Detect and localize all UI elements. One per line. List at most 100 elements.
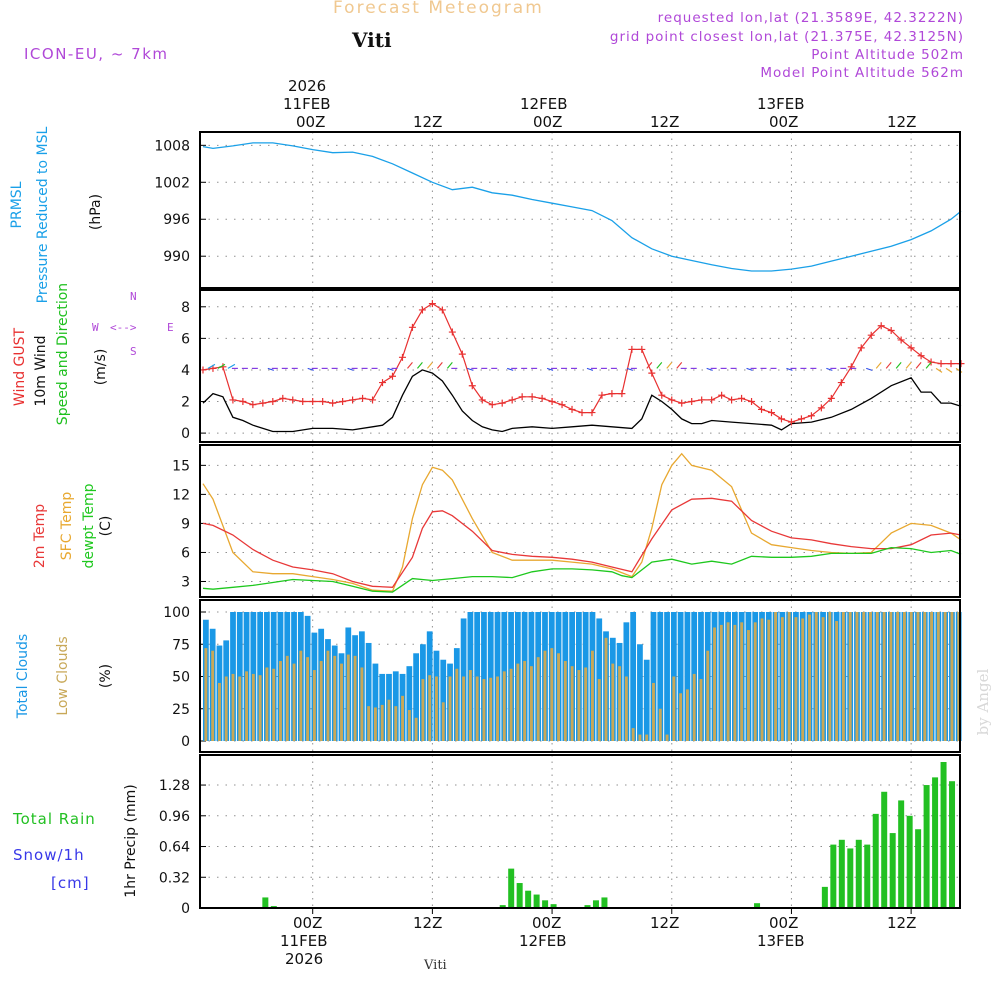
bottom-tick-1-line1: 00Z [293, 914, 323, 932]
low-cloud-bar [726, 622, 730, 741]
rain-bar [949, 781, 956, 908]
low-cloud-bar [543, 650, 547, 741]
gust-marker [259, 399, 267, 407]
rain-bar [923, 785, 930, 908]
gust-marker [807, 412, 815, 420]
low-cloud-bar [774, 612, 778, 741]
ytick-label: 1008 [154, 138, 190, 154]
ytick-label: 15 [172, 458, 190, 474]
low-cloud-bar [747, 630, 750, 741]
low-cloud-bar [563, 661, 567, 741]
top-tick-3-line1: 12FEB [520, 95, 568, 113]
low-cloud-bar [455, 668, 459, 741]
low-cloud-bar [258, 675, 262, 741]
gust-marker [837, 379, 845, 387]
top-tick-5-line2: 00Z [769, 113, 799, 131]
low-cloud-bar [380, 704, 384, 741]
rain-bar [508, 868, 515, 908]
total-cloud-bar [365, 642, 372, 741]
top-tick-1-line1: 11FEB [283, 95, 331, 113]
wind-direction-arrow [207, 363, 216, 369]
bottom-tick-5-line1: 00Z [769, 914, 799, 932]
rain-bar [898, 800, 905, 908]
ytick-label: 990 [163, 249, 190, 265]
ytick-label: 8 [181, 300, 190, 316]
gust-marker [388, 372, 396, 380]
total-cloud-bar [406, 666, 413, 741]
gust-marker [309, 398, 317, 406]
low-cloud-bar [373, 707, 377, 741]
gust-marker [229, 396, 237, 404]
gust-marker [797, 415, 805, 423]
gust-marker [927, 358, 935, 366]
compass-south: S [130, 345, 137, 358]
low-cloud-bar [279, 661, 282, 741]
low-cloud-bar [923, 612, 927, 741]
low-cloud-bar [441, 702, 445, 741]
low-cloud-bar [468, 670, 472, 741]
low-cloud-bar [828, 612, 832, 741]
total-cloud-bar [643, 659, 650, 741]
low-cloud-bar [767, 619, 771, 741]
low-cloud-bar [584, 667, 588, 741]
low-cloud-bar [943, 612, 947, 741]
low-cloud-bar [665, 734, 669, 741]
rain-bar [838, 839, 845, 908]
low-cloud-bar [238, 676, 242, 741]
ytick-label: 0.96 [159, 809, 190, 825]
gust-marker [349, 396, 357, 404]
low-cloud-bar [936, 612, 940, 741]
low-cloud-bar [245, 671, 249, 741]
wind-direction-arrow [935, 367, 943, 373]
pressure-line [202, 142, 962, 272]
compass-west: W [92, 321, 99, 334]
low-cloud-bar [387, 699, 391, 741]
low-cloud-bar [401, 695, 404, 741]
low-cloud-bar [604, 637, 608, 741]
gust-marker [937, 360, 945, 368]
gust-marker [917, 352, 925, 360]
top-tick-1-line2: 00Z [296, 113, 326, 131]
low-cloud-bar [672, 676, 676, 741]
rain-bar [830, 844, 837, 908]
gust-marker [508, 396, 516, 404]
wind-direction-arrow [866, 367, 873, 371]
wind-direction-arrow [436, 362, 443, 369]
low-cloud-bar [645, 734, 649, 741]
low-cloud-bar [211, 650, 215, 741]
low-cloud-bar [509, 668, 513, 741]
low-cloud-bar [570, 666, 574, 741]
gust-marker [279, 394, 287, 402]
wind-direction-arrow [417, 362, 423, 369]
low-cloud-bar [835, 621, 839, 741]
gust-marker [408, 323, 416, 331]
low-cloud-bar [231, 673, 235, 741]
gust-marker [728, 396, 736, 404]
low-cloud-bar [692, 673, 696, 741]
gust-marker [767, 409, 775, 417]
wind-direction-arrow [217, 363, 226, 369]
bottom-tick-6: 12Z [887, 914, 917, 932]
ytick-label: 996 [163, 212, 190, 228]
ytick-label: 4 [181, 363, 190, 379]
low-cloud-bar [760, 618, 764, 741]
bottom-tick-5-line2: 13FEB [757, 932, 805, 950]
low-cloud-bar [333, 655, 337, 741]
gust-marker [448, 328, 456, 336]
rain-bar [525, 890, 532, 908]
rain-bar [855, 839, 862, 908]
low-cloud-bar [319, 661, 323, 741]
low-cloud-bar [658, 708, 662, 741]
gust-marker [867, 331, 875, 339]
wind-panel-frame [199, 289, 961, 443]
low-cloud-bar [346, 654, 350, 741]
gust-marker [887, 326, 895, 334]
wind-direction-arrow [407, 362, 413, 369]
rain-bar [940, 762, 947, 908]
low-cloud-bar [855, 612, 859, 741]
gust-marker [628, 345, 636, 353]
low-cloud-bar [706, 650, 710, 741]
total-cloud-bar [664, 612, 670, 741]
rain-bar [601, 897, 608, 908]
